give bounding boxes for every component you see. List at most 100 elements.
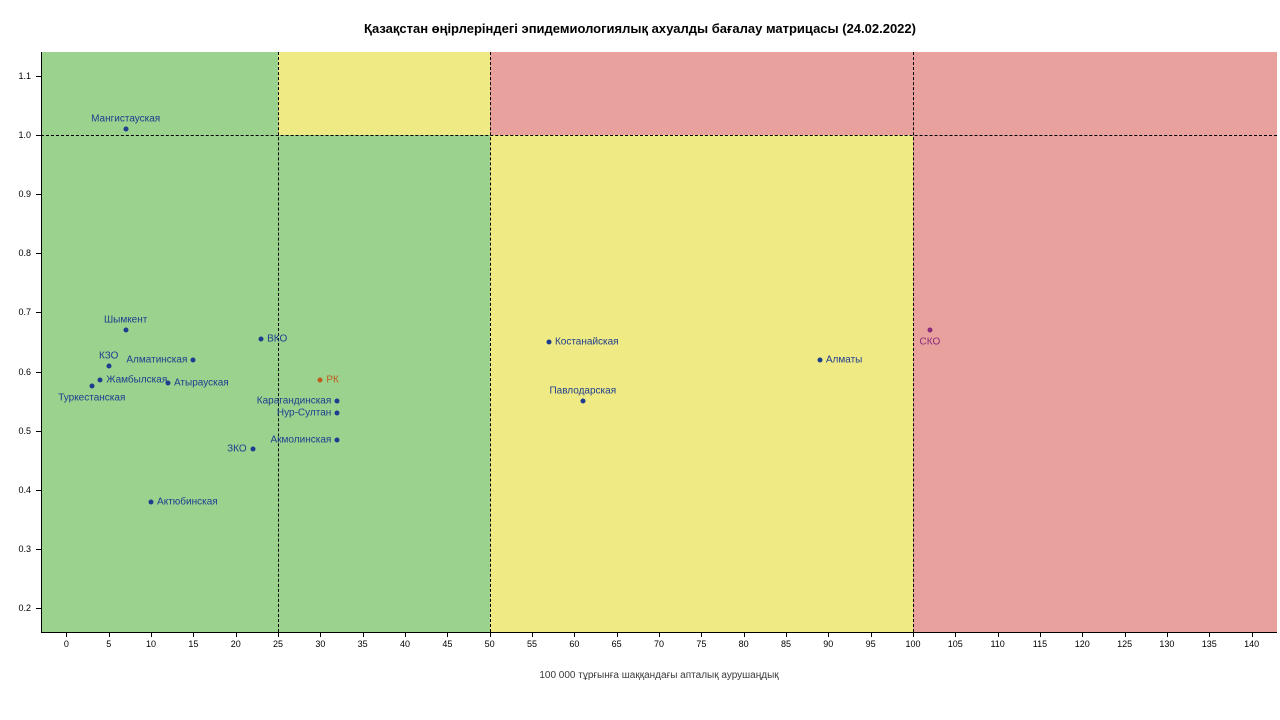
y-tick: [36, 549, 41, 550]
x-tick: [236, 632, 237, 637]
data-point-label: Актюбинская: [157, 496, 218, 507]
data-point-label: Алматы: [826, 354, 863, 365]
data-point: [149, 499, 154, 504]
x-tick-label: 110: [990, 639, 1004, 649]
x-axis-label: 100 000 тұрғынға шаққандағы апталық ауру…: [41, 670, 1277, 681]
y-tick-label: 0.5: [1, 426, 31, 436]
chart-title: Қазақстан өңірлеріндегі эпидемиологиялық…: [0, 21, 1280, 36]
y-tick: [36, 431, 41, 432]
x-tick-label: 140: [1244, 639, 1259, 649]
boundary-line-horizontal: [41, 135, 1277, 136]
data-point: [927, 328, 932, 333]
data-point-label: Алматинская: [126, 354, 187, 365]
x-tick: [151, 632, 152, 637]
x-tick-label: 75: [696, 639, 706, 649]
zone-rect: [490, 135, 913, 632]
x-tick: [659, 632, 660, 637]
x-tick: [490, 632, 491, 637]
x-tick: [574, 632, 575, 637]
data-point-label: Туркестанская: [58, 393, 125, 404]
x-tick-label: 130: [1159, 639, 1174, 649]
data-point: [89, 384, 94, 389]
x-tick: [871, 632, 872, 637]
x-tick-label: 135: [1202, 639, 1217, 649]
y-tick-label: 0.6: [1, 367, 31, 377]
data-point-label: ВКО: [267, 334, 287, 345]
x-tick-label: 0: [64, 639, 69, 649]
x-tick-label: 40: [400, 639, 410, 649]
x-tick-label: 35: [358, 639, 368, 649]
data-point: [318, 378, 323, 383]
x-tick-label: 30: [315, 639, 325, 649]
x-tick: [1040, 632, 1041, 637]
x-tick-label: 65: [612, 639, 622, 649]
data-point: [259, 337, 264, 342]
x-tick-label: 15: [188, 639, 198, 649]
x-tick-label: 90: [823, 639, 833, 649]
x-tick-label: 55: [527, 639, 537, 649]
data-point: [817, 357, 822, 362]
x-tick: [320, 632, 321, 637]
y-tick: [36, 253, 41, 254]
data-point: [546, 340, 551, 345]
x-tick-label: 25: [273, 639, 283, 649]
zone-rect: [490, 52, 1277, 135]
x-tick: [66, 632, 67, 637]
data-point-label: Костанайская: [555, 337, 619, 348]
y-tick-label: 0.8: [1, 248, 31, 258]
x-tick: [913, 632, 914, 637]
y-tick: [36, 372, 41, 373]
boundary-line-vertical: [490, 52, 491, 632]
x-tick: [532, 632, 533, 637]
y-tick-label: 1.1: [1, 71, 31, 81]
x-tick: [405, 632, 406, 637]
x-tick-label: 80: [739, 639, 749, 649]
x-tick: [1082, 632, 1083, 637]
chart-plot-area: 0510152025303540455055606570758085909510…: [41, 52, 1277, 632]
data-point: [165, 381, 170, 386]
y-tick-label: 0.7: [1, 307, 31, 317]
x-tick-label: 70: [654, 639, 664, 649]
data-point: [106, 363, 111, 368]
y-tick-label: 1.0: [1, 130, 31, 140]
y-tick-label: 0.4: [1, 485, 31, 495]
x-tick-label: 45: [442, 639, 452, 649]
x-tick: [701, 632, 702, 637]
x-tick-label: 60: [569, 639, 579, 649]
x-tick-label: 105: [948, 639, 963, 649]
x-tick-label: 85: [781, 639, 791, 649]
y-tick-label: 0.3: [1, 544, 31, 554]
data-point: [123, 328, 128, 333]
data-point-label: Мангистауская: [91, 113, 160, 124]
y-tick: [36, 76, 41, 77]
x-tick-label: 95: [866, 639, 876, 649]
y-tick: [36, 135, 41, 136]
x-tick-label: 5: [106, 639, 111, 649]
data-point-label: Павлодарская: [549, 386, 616, 397]
boundary-line-vertical: [913, 52, 914, 632]
y-tick: [36, 312, 41, 313]
data-point-label: Акмолинская: [271, 434, 332, 445]
y-tick: [36, 608, 41, 609]
x-tick-label: 120: [1075, 639, 1090, 649]
x-tick: [744, 632, 745, 637]
data-point: [191, 357, 196, 362]
data-point-label: СКО: [920, 337, 941, 348]
y-axis-line: [41, 52, 42, 632]
x-tick: [1167, 632, 1168, 637]
y-tick: [36, 194, 41, 195]
x-tick-label: 10: [146, 639, 156, 649]
x-tick-label: 50: [485, 639, 495, 649]
x-tick: [1252, 632, 1253, 637]
data-point-label: ЗКО: [227, 443, 247, 454]
data-point: [123, 126, 128, 131]
x-tick: [447, 632, 448, 637]
zone-rect: [278, 52, 490, 135]
x-tick-label: 20: [231, 639, 241, 649]
x-tick: [786, 632, 787, 637]
data-point-label: Шымкент: [104, 315, 147, 326]
data-point-label: Карагандинская: [257, 396, 332, 407]
x-tick: [278, 632, 279, 637]
data-point: [335, 437, 340, 442]
data-point-label: Атырауская: [174, 378, 229, 389]
